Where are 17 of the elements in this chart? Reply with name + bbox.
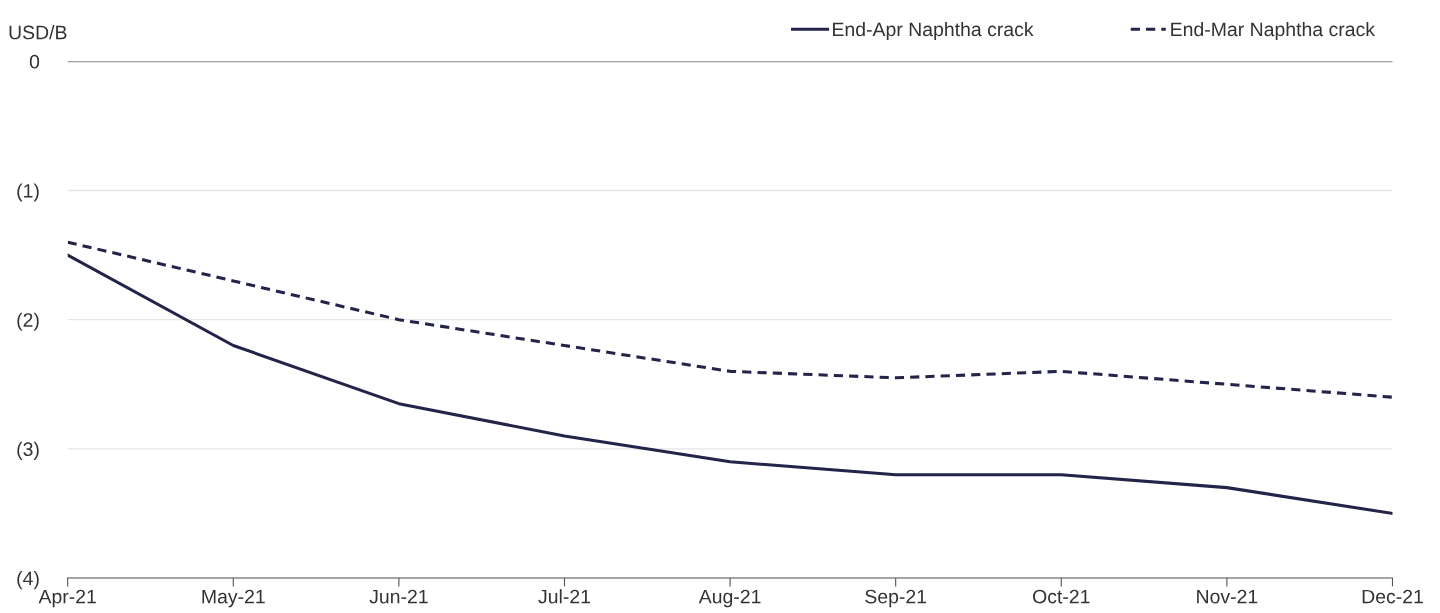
y-tick-label: 0	[29, 54, 40, 69]
x-tick-label: Oct-21	[1033, 589, 1090, 604]
x-tick-label: Aug-21	[698, 589, 761, 608]
x-tick-label: Jun-21	[369, 589, 428, 604]
y-tick-label: (3)	[17, 441, 39, 460]
y-tick-label: (1)	[17, 183, 39, 202]
x-tick-label: Jul-21	[538, 589, 591, 604]
x-tick-label: Apr-21	[38, 589, 96, 608]
y-tick-label: (2)	[17, 312, 39, 331]
x-tick-label: May-21	[202, 589, 265, 608]
y-axis-title: USD/B	[9, 25, 67, 40]
x-tick-label: Sep-21	[865, 589, 927, 608]
legend-label: End-Apr Naphtha crack	[833, 21, 1034, 41]
x-tick-label: Dec-21	[1362, 589, 1423, 604]
x-tick-label: Nov-21	[1197, 589, 1258, 604]
y-tick-label: (4)	[17, 571, 39, 590]
legend-label: End-Mar Naphtha crack	[1171, 21, 1376, 41]
